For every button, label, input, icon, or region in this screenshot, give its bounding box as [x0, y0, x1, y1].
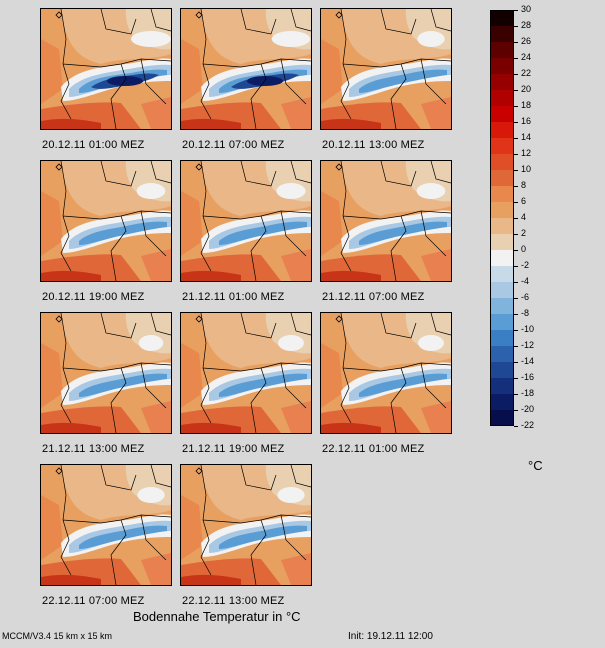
- colorbar-tick-label: -20: [521, 404, 535, 414]
- temperature-map-panel: [40, 160, 172, 282]
- colorbar-tick-mark: [514, 26, 518, 27]
- colorbar-tick-mark: [514, 234, 518, 235]
- colorbar-tick-mark: [514, 298, 518, 299]
- colorbar-tick-mark: [514, 170, 518, 171]
- temperature-map-panel: [40, 464, 172, 586]
- panel-timestamp-label: 20.12.11 13:00 MEZ: [322, 139, 425, 151]
- colorbar-tick-mark: [514, 74, 518, 75]
- panel-timestamp-label: 20.12.11 07:00 MEZ: [182, 139, 285, 151]
- colorbar-tick-label: 16: [521, 116, 532, 126]
- colorbar-tick-mark: [514, 266, 518, 267]
- panel-timestamp-label: 22.12.11 13:00 MEZ: [182, 595, 285, 607]
- colorbar-tick-mark: [514, 138, 518, 139]
- temperature-map-panel: [320, 312, 452, 434]
- colorbar-tick-label: -22: [521, 420, 535, 430]
- colorbar-tick-mark: [514, 426, 518, 427]
- panel-timestamp-label: 21.12.11 01:00 MEZ: [182, 291, 285, 303]
- colorbar-tick-mark: [514, 218, 518, 219]
- temperature-map-panel: [180, 8, 312, 130]
- colorbar-tick-mark: [514, 394, 518, 395]
- colorbar-tick-label: 24: [521, 52, 532, 62]
- temperature-map-panel: [320, 160, 452, 282]
- colorbar-tick-mark: [514, 42, 518, 43]
- colorbar-tick-mark: [514, 282, 518, 283]
- colorbar-tick-mark: [514, 202, 518, 203]
- colorbar-tick-mark: [514, 10, 518, 11]
- colorbar-tick-label: -4: [521, 276, 530, 286]
- colorbar-tick-label: 8: [521, 180, 527, 190]
- colorbar-tick-label: 26: [521, 36, 532, 46]
- colorbar-tick-mark: [514, 362, 518, 363]
- colorbar-tick-label: 4: [521, 212, 527, 222]
- colorbar-tick-label: 28: [521, 20, 532, 30]
- colorbar-tick-mark: [514, 410, 518, 411]
- temperature-map-panel: [320, 8, 452, 130]
- temperature-map-panel: [180, 464, 312, 586]
- colorbar-tick-mark: [514, 154, 518, 155]
- chart-title: Bodennahe Temperatur in °C: [133, 609, 301, 624]
- colorbar-tick-mark: [514, 346, 518, 347]
- colorbar-tick-label: 18: [521, 100, 532, 110]
- panel-timestamp-label: 21.12.11 13:00 MEZ: [42, 443, 145, 455]
- colorbar-tick-label: -14: [521, 356, 535, 366]
- colorbar-tick-label: -10: [521, 324, 535, 334]
- panel-timestamp-label: 20.12.11 01:00 MEZ: [42, 139, 145, 151]
- panel-timestamp-label: 20.12.11 19:00 MEZ: [42, 291, 145, 303]
- colorbar-tick-label: 10: [521, 164, 532, 174]
- colorbar-unit: °C: [528, 458, 543, 473]
- panel-timestamp-label: 21.12.11 19:00 MEZ: [182, 443, 285, 455]
- colorbar-tick-mark: [514, 122, 518, 123]
- colorbar-frame: [490, 10, 514, 426]
- temperature-map-panel: [180, 160, 312, 282]
- colorbar-tick-label: -2: [521, 260, 530, 270]
- colorbar-tick-mark: [514, 90, 518, 91]
- colorbar-tick-label: -18: [521, 388, 535, 398]
- init-label: Init: 19.12.11 12:00: [348, 631, 433, 642]
- colorbar-tick-mark: [514, 186, 518, 187]
- colorbar-tick-label: 0: [521, 244, 527, 254]
- colorbar-tick-label: -8: [521, 308, 530, 318]
- panel-timestamp-label: 21.12.11 07:00 MEZ: [322, 291, 425, 303]
- colorbar-tick-label: 14: [521, 132, 532, 142]
- colorbar-tick-mark: [514, 250, 518, 251]
- colorbar-tick-mark: [514, 58, 518, 59]
- colorbar-tick-label: -12: [521, 340, 535, 350]
- colorbar-tick-label: 2: [521, 228, 527, 238]
- colorbar-tick-label: 12: [521, 148, 532, 158]
- colorbar-tick-mark: [514, 106, 518, 107]
- colorbar-tick-label: -16: [521, 372, 535, 382]
- panel-timestamp-label: 22.12.11 01:00 MEZ: [322, 443, 425, 455]
- colorbar-tick-label: 6: [521, 196, 527, 206]
- temperature-map-panel: [180, 312, 312, 434]
- colorbar-tick-mark: [514, 378, 518, 379]
- colorbar-tick-label: -6: [521, 292, 530, 302]
- temperature-map-panel: [40, 8, 172, 130]
- model-label: MCCM/V3.4 15 km x 15 km: [2, 631, 113, 641]
- panel-timestamp-label: 22.12.11 07:00 MEZ: [42, 595, 145, 607]
- colorbar-tick-mark: [514, 330, 518, 331]
- colorbar-tick-label: 20: [521, 84, 532, 94]
- colorbar-tick-label: 22: [521, 68, 532, 78]
- colorbar-tick-label: 30: [521, 4, 532, 14]
- temperature-map-panel: [40, 312, 172, 434]
- colorbar-tick-mark: [514, 314, 518, 315]
